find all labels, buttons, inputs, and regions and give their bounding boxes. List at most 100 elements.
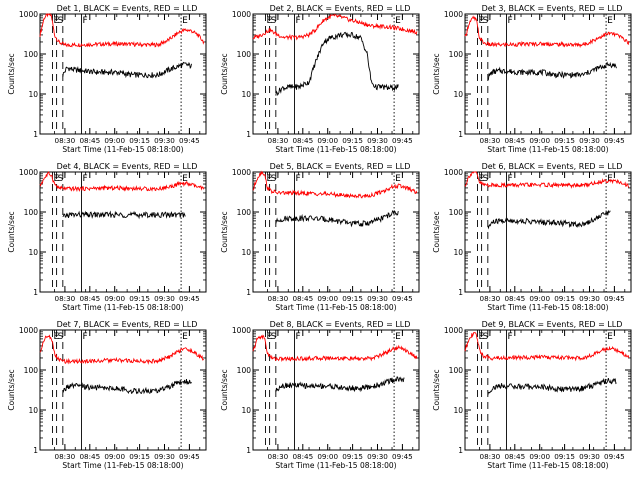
x-axis-label: Start Time (11-Feb-15 08:18:00) [487, 461, 608, 470]
marker-label: F [83, 174, 88, 184]
y-tick-label: 1000 [19, 10, 38, 19]
panel-1: Det 1, BLACK = Events, RED = LLD 1 10 100 10… [7, 4, 207, 154]
marker-label: F [508, 16, 513, 26]
y-tick-label: 10 [241, 248, 251, 257]
panel-5: Det 5, BLACK = Events, RED = LLD 1 10 100 10… [220, 162, 420, 312]
marker-label: E [607, 332, 613, 342]
x-tick-label: 09:15 [129, 136, 150, 145]
series-lld-line [39, 13, 205, 48]
panel-title: Det 4, BLACK = Events, RED = LLD [57, 162, 198, 171]
panel-6: Det 6, BLACK = Events, RED = LLD 1 10 100 10… [432, 162, 632, 312]
panel-title: Det 1, BLACK = Events, RED = LLD [57, 4, 198, 13]
x-tick-label: 09:15 [342, 136, 363, 145]
x-tick-label: 09:15 [554, 452, 575, 461]
y-tick-label: 1 [246, 288, 251, 297]
marker-label: S [271, 174, 277, 184]
y-tick-label: 1 [246, 446, 251, 455]
x-tick-label: 09:45 [604, 452, 625, 461]
panel-9: Det 9, BLACK = Events, RED = LLD 1 10 100 10… [432, 320, 632, 470]
x-tick-label: 08:30 [480, 136, 501, 145]
x-tick-label: 09:15 [342, 294, 363, 303]
marker-label: S [483, 16, 489, 26]
x-tick-label: 08:30 [480, 452, 501, 461]
panel-3: Det 3, BLACK = Events, RED = LLD 1 10 100 10… [432, 4, 632, 154]
panel-title: Det 3, BLACK = Events, RED = LLD [482, 4, 623, 13]
marker-label: E [607, 174, 613, 184]
series-events-line [487, 61, 617, 81]
x-tick-label: 08:45 [504, 294, 525, 303]
plot-frame [464, 171, 632, 293]
plot-frame [252, 13, 420, 135]
y-axis-label: Counts/sec [220, 53, 229, 94]
y-tick-label: 1 [458, 130, 463, 139]
series-lld-line [252, 170, 418, 199]
marker-label: E [182, 174, 188, 184]
x-tick-label: 09:45 [179, 136, 200, 145]
marker-label: S [483, 174, 489, 184]
marker-label: S [271, 332, 277, 342]
y-tick-label: 1 [458, 288, 463, 297]
series-events-line [275, 376, 405, 393]
x-tick-label: 09:00 [317, 452, 338, 461]
panel-7: Det 7, BLACK = Events, RED = LLD 1 10 100 10… [7, 320, 207, 470]
x-axis-label: Start Time (11-Feb-15 08:18:00) [62, 303, 183, 312]
marker-label: S [271, 16, 277, 26]
x-tick-label: 09:15 [342, 452, 363, 461]
x-tick-label: 09:15 [554, 136, 575, 145]
x-tick-label: 08:30 [55, 294, 76, 303]
y-tick-label: 100 [24, 366, 39, 375]
x-tick-label: 09:00 [317, 136, 338, 145]
y-axis-label: Counts/sec [220, 369, 229, 410]
y-axis-label: Counts/sec [7, 53, 16, 94]
panel-4: Det 4, BLACK = Events, RED = LLD 1 10 100 10… [7, 162, 207, 312]
x-tick-label: 08:30 [268, 294, 289, 303]
panel-title: Det 6, BLACK = Events, RED = LLD [482, 162, 623, 171]
series-events-line [62, 210, 186, 220]
series-lld-line [464, 332, 630, 362]
x-tick-label: 08:30 [268, 452, 289, 461]
x-tick-label: 09:30 [367, 136, 388, 145]
x-axis-label: Start Time (11-Feb-15 08:18:00) [275, 145, 396, 154]
marker-label: S [58, 174, 64, 184]
x-tick-label: 08:30 [55, 452, 76, 461]
y-tick-label: 10 [453, 406, 463, 415]
panel-title: Det 5, BLACK = Events, RED = LLD [270, 162, 411, 171]
x-tick-label: 08:45 [504, 136, 525, 145]
x-tick-label: 09:15 [129, 452, 150, 461]
y-axis-label: Counts/sec [7, 211, 16, 252]
y-tick-label: 100 [24, 50, 39, 59]
x-axis-label: Start Time (11-Feb-15 08:18:00) [62, 461, 183, 470]
y-tick-label: 100 [449, 208, 464, 217]
y-tick-label: 1 [33, 446, 38, 455]
y-tick-label: 1000 [232, 168, 251, 177]
x-tick-label: 09:00 [529, 294, 550, 303]
x-tick-label: 09:15 [129, 294, 150, 303]
x-tick-label: 08:45 [79, 452, 100, 461]
y-axis-label: Counts/sec [432, 211, 441, 252]
y-tick-label: 1000 [232, 326, 251, 335]
x-tick-label: 08:45 [292, 294, 313, 303]
y-tick-label: 10 [28, 248, 38, 257]
y-tick-label: 1000 [444, 326, 463, 335]
panel-8: Det 8, BLACK = Events, RED = LLD 1 10 100 10… [220, 320, 420, 470]
marker-label: E [182, 16, 188, 26]
marker-label: S [58, 16, 64, 26]
series-events-line [487, 209, 611, 230]
y-tick-label: 1 [33, 288, 38, 297]
panel-2: Det 2, BLACK = Events, RED = LLD 1 10 100 10… [220, 4, 420, 154]
x-tick-label: 08:30 [55, 136, 76, 145]
x-tick-label: 09:15 [554, 294, 575, 303]
y-tick-label: 1 [33, 130, 38, 139]
series-events-line [275, 209, 399, 228]
series-lld-line [39, 334, 204, 365]
y-tick-label: 1000 [444, 168, 463, 177]
series-events-line [62, 379, 192, 395]
x-tick-label: 09:30 [367, 294, 388, 303]
x-tick-label: 08:30 [480, 294, 501, 303]
y-tick-label: 10 [241, 90, 251, 99]
y-tick-label: 10 [28, 90, 38, 99]
series-events-line [62, 61, 192, 79]
y-axis-label: Counts/sec [220, 211, 229, 252]
marker-label: F [83, 16, 88, 26]
plot-frame [39, 329, 207, 451]
